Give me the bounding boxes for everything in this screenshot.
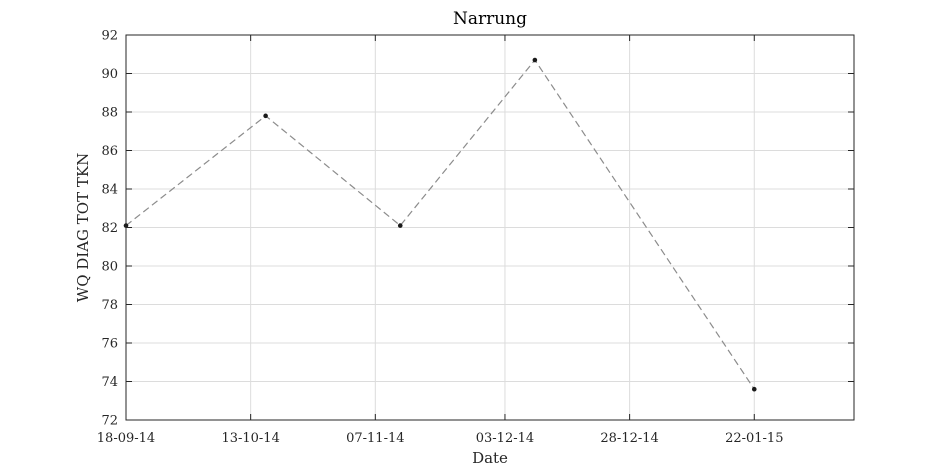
- y-tick-label: 72: [101, 414, 118, 429]
- x-tick-label: 03-12-14: [476, 431, 534, 446]
- series-layer: [123, 57, 757, 392]
- x-tick-label: 22-01-15: [725, 431, 783, 446]
- label-layer: 72 74 76 78 80 82 84 86 88 90 92 18-09-14 13-10-14 07…: [97, 29, 784, 447]
- data-point: [532, 57, 538, 63]
- data-point: [263, 113, 268, 119]
- y-tick-label: 82: [101, 221, 118, 236]
- y-tick-label: 74: [101, 375, 118, 390]
- chart-title: Narrung: [453, 9, 527, 29]
- data-point: [397, 223, 403, 228]
- y-tick-label: 76: [101, 337, 118, 352]
- y-tick-label: 90: [101, 67, 118, 82]
- y-axis-title: WQ DIAG TOT TKN: [74, 153, 92, 302]
- y-tick-label: 86: [101, 144, 118, 159]
- series-line: [125, 59, 755, 390]
- data-point: [751, 386, 757, 392]
- x-tick-label: 28-12-14: [600, 431, 658, 446]
- y-tick-label: 80: [101, 260, 118, 275]
- y-tick-label: 88: [101, 106, 118, 121]
- x-tick-label: 18-09-14: [97, 431, 155, 446]
- y-tick-label: 92: [101, 29, 118, 44]
- grid-layer: [125, 34, 854, 421]
- tick-layer: [125, 34, 854, 421]
- x-tick-label: 07-11-14: [346, 431, 404, 446]
- y-tick-label: 78: [101, 298, 118, 313]
- x-tick-label: 13-10-14: [221, 431, 279, 446]
- y-tick-label: 84: [101, 183, 118, 198]
- x-axis-title: Date: [472, 449, 508, 467]
